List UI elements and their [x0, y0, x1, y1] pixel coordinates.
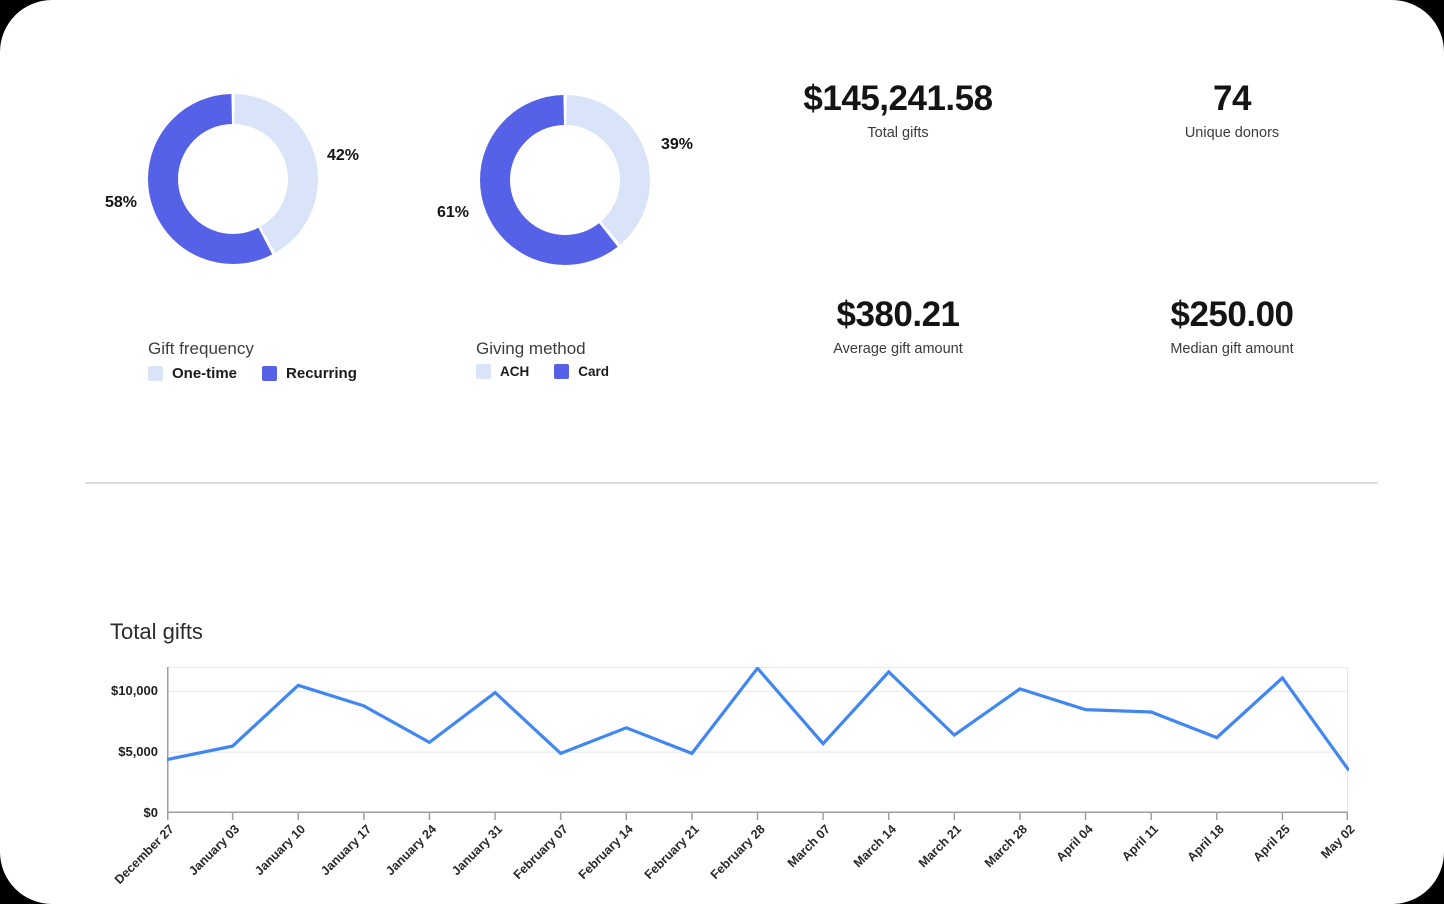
- y-axis-label: $0: [143, 805, 158, 820]
- card-swatch: [554, 364, 570, 379]
- line-chart-title: Total gifts: [110, 619, 203, 644]
- y-axis-label: $5,000: [118, 744, 158, 760]
- legend-item-ach: ACH: [476, 364, 529, 379]
- gift-frequency-title: Gift frequency: [148, 339, 254, 358]
- unique-donors-stat: 74 Unique donors: [1072, 80, 1392, 141]
- average-gift-stat: $380.21 Average gift amount: [738, 296, 1058, 357]
- legend-item-card: Card: [554, 364, 609, 379]
- total-gifts-series-line: [167, 667, 1349, 771]
- one-time-label: One-time: [172, 365, 238, 382]
- median-gift-label: Median gift amount: [1170, 341, 1294, 357]
- ach-segment: [480, 95, 650, 265]
- total-gifts-line-chart: [167, 667, 1349, 820]
- total-gifts-label: Total gifts: [867, 125, 929, 141]
- gift-frequency-legend: One-time Recurring: [148, 365, 357, 382]
- recurring-swatch: [262, 366, 278, 381]
- gift-frequency-donut-chart: [148, 94, 318, 264]
- unique-donors-label: Unique donors: [1184, 125, 1280, 141]
- average-gift-label: Average gift amount: [833, 341, 963, 357]
- legend-item-one-time: One-time: [148, 365, 237, 382]
- average-gift-value: $380.21: [836, 295, 960, 334]
- y-axis-label: $10,000: [111, 683, 158, 699]
- recurring-segment: [148, 94, 318, 264]
- giving-method-ach-percent: 39%: [661, 136, 694, 153]
- ach-label: ACH: [500, 364, 530, 379]
- gift-frequency-recurring-percent: 58%: [105, 194, 138, 211]
- ach-swatch: [476, 364, 491, 379]
- recurring-label: Recurring: [286, 365, 357, 382]
- giving-method-donut-chart: [480, 95, 650, 265]
- giving-method-legend: ACH Card: [476, 364, 609, 379]
- giving-method-title: Giving method: [476, 339, 586, 358]
- median-gift-stat: $250.00 Median gift amount: [1072, 296, 1392, 357]
- giving-method-card-percent: 61%: [437, 204, 470, 221]
- card-segment: [480, 95, 650, 265]
- section-divider: [85, 482, 1378, 484]
- median-gift-value: $250.00: [1170, 295, 1294, 334]
- total-gifts-value: $145,241.58: [803, 79, 993, 118]
- one-time-swatch: [148, 366, 163, 381]
- legend-item-recurring: Recurring: [262, 365, 357, 382]
- gift-frequency-onetime-percent: 42%: [327, 147, 360, 164]
- one-time-segment: [148, 94, 318, 264]
- unique-donors-value: 74: [1213, 79, 1251, 118]
- card-label: Card: [578, 364, 610, 379]
- total-gifts-stat: $145,241.58 Total gifts: [738, 80, 1058, 141]
